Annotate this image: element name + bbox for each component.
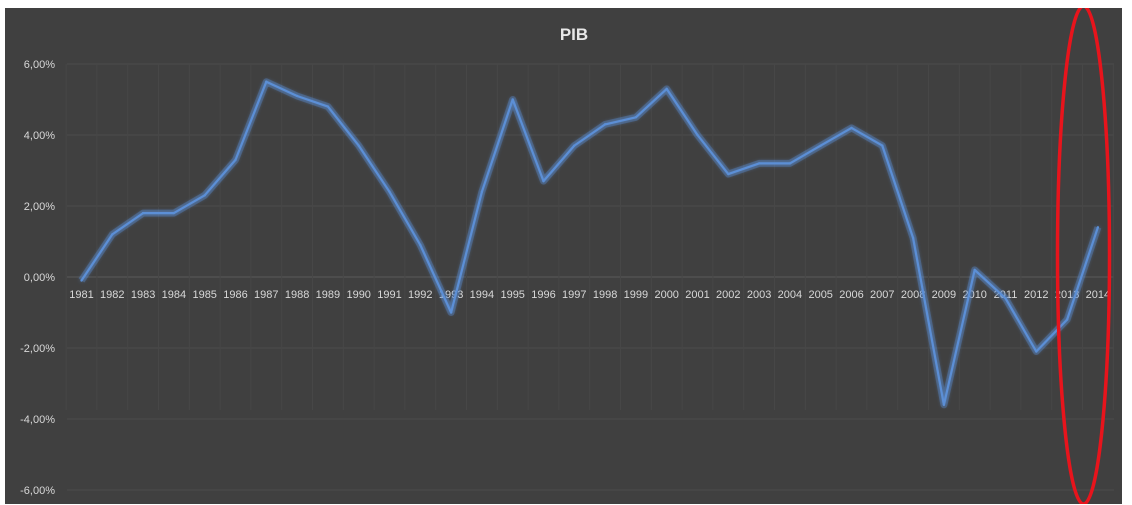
y-axis-ticks: 6,00% 4,00% 2,00% 0,00% -2,00% -4,00% -6,00%: [20, 59, 55, 497]
x-tick-label: 1990: [346, 289, 370, 301]
data-point: [141, 211, 145, 215]
x-tick-label: 1985: [192, 289, 216, 301]
data-point: [419, 243, 422, 247]
x-tick-label: 2007: [870, 289, 894, 301]
data-point: [819, 144, 822, 147]
annotation-layer: [1055, 8, 1112, 504]
x-axis-ticks: 1981 1982 1983 1984 1985 1986 1987 1988 1989 1990…: [69, 289, 1110, 301]
x-tick-label: 1983: [131, 289, 155, 301]
x-tick-label: 1987: [254, 289, 278, 301]
x-tick-label: 2001: [685, 289, 709, 301]
data-point: [449, 311, 453, 314]
y-tick-label: -6,00%: [20, 485, 55, 497]
x-tick-label: 1991: [377, 289, 401, 301]
data-point: [727, 172, 730, 176]
series-layer: [78, 78, 1102, 409]
x-tick-label: 2004: [778, 289, 802, 301]
data-point: [1035, 350, 1038, 353]
data-point: [1096, 226, 1100, 229]
gridlines: [65, 63, 1114, 491]
data-point: [265, 80, 268, 83]
data-point: [388, 190, 391, 193]
chart-area: PIB 6,00% 4,00% 2,00% 0,00% -2,00% -4,00% -6,0…: [5, 8, 1122, 504]
x-tick-label: 1992: [408, 289, 432, 301]
x-tick-label: 2000: [654, 289, 678, 301]
data-point: [573, 144, 576, 147]
x-tick-label: 2012: [1024, 289, 1048, 301]
data-point: [1004, 297, 1007, 300]
series-line: [80, 80, 1099, 406]
x-tick-label: 2014: [1086, 289, 1110, 301]
x-tick-label: 1998: [593, 289, 617, 301]
data-point: [234, 158, 237, 162]
data-point: [696, 133, 699, 137]
x-tick-label: 1989: [316, 289, 340, 301]
data-point: [942, 403, 946, 406]
x-tick-label: 1996: [531, 289, 555, 301]
x-tick-label: 1984: [162, 289, 186, 301]
data-point: [172, 211, 176, 215]
x-tick-label: 1981: [69, 289, 93, 301]
data-point: [480, 190, 484, 193]
data-point: [634, 116, 638, 119]
data-point: [665, 87, 668, 91]
y-tick-label: 4,00%: [24, 130, 55, 142]
x-tick-label: 1982: [100, 289, 124, 301]
data-point: [1065, 318, 1069, 321]
x-tick-label: 2003: [747, 289, 771, 301]
data-point: [542, 179, 545, 183]
data-point: [111, 233, 114, 236]
x-tick-label: 1995: [500, 289, 524, 301]
x-tick-label: 1999: [624, 289, 648, 301]
x-tick-label: 1994: [470, 289, 494, 301]
y-tick-label: 0,00%: [24, 272, 55, 284]
y-tick-label: 6,00%: [24, 59, 55, 71]
data-point: [511, 98, 514, 101]
data-point: [80, 279, 83, 282]
y-tick-label: -4,00%: [20, 414, 55, 426]
chart-title: PIB: [560, 25, 588, 44]
x-tick-label: 2002: [716, 289, 740, 301]
data-point: [295, 94, 299, 98]
y-tick-label: -2,00%: [20, 343, 55, 355]
y-tick-label: 2,00%: [24, 201, 55, 213]
x-tick-label: 2006: [839, 289, 863, 301]
x-tick-label: 2009: [932, 289, 956, 301]
x-tick-label: 2005: [808, 289, 832, 301]
data-point: [911, 236, 915, 240]
highlight-ellipse: [1055, 8, 1112, 504]
line-chart: PIB 6,00% 4,00% 2,00% 0,00% -2,00% -4,00% -6,0…: [20, 8, 1114, 504]
x-tick-label: 1988: [285, 289, 309, 301]
data-point: [357, 144, 360, 147]
data-point: [850, 126, 853, 130]
data-point: [881, 144, 884, 147]
data-point: [203, 194, 206, 197]
data-point: [788, 162, 792, 165]
data-point: [757, 162, 761, 165]
data-point: [603, 123, 607, 126]
x-tick-label: 1986: [223, 289, 247, 301]
data-point: [973, 268, 976, 272]
data-point: [326, 105, 330, 108]
x-tick-label: 1997: [562, 289, 586, 301]
x-tick-label: 2008: [901, 289, 925, 301]
